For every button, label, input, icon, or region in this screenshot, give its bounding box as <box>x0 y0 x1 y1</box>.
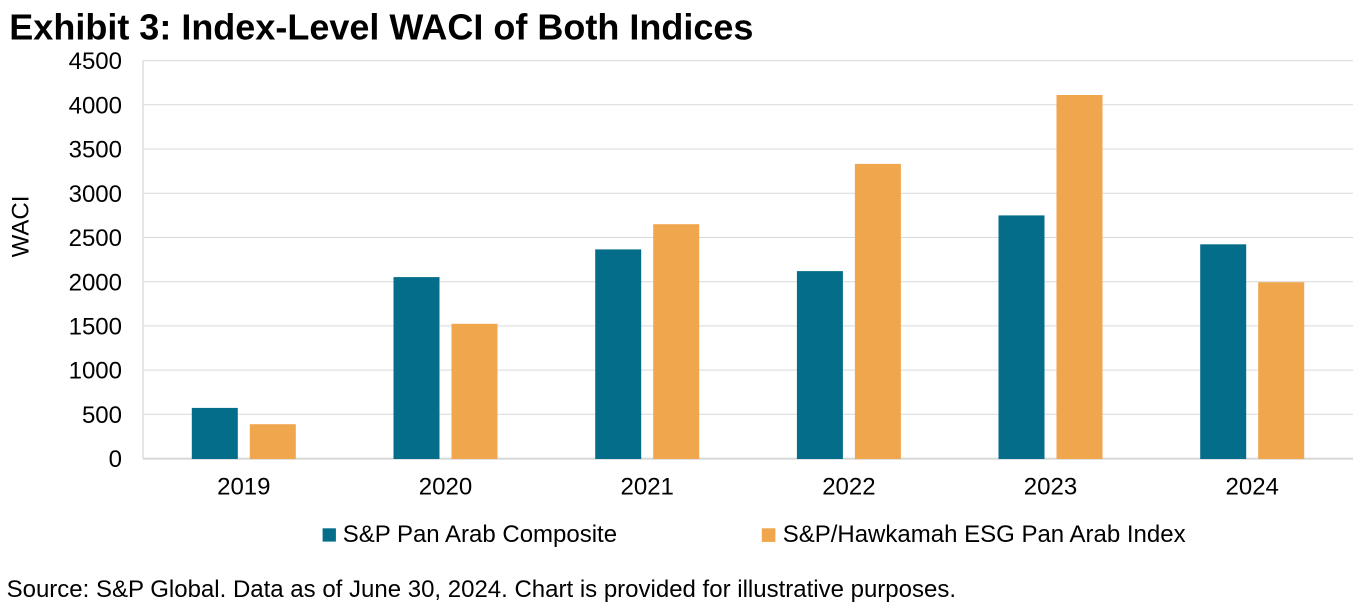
svg-text:3000: 3000 <box>69 181 122 208</box>
svg-text:1500: 1500 <box>69 314 122 341</box>
svg-text:2000: 2000 <box>69 269 122 296</box>
svg-text:2019: 2019 <box>217 474 270 501</box>
svg-text:2021: 2021 <box>621 474 674 501</box>
svg-text:0: 0 <box>109 446 122 473</box>
svg-text:1000: 1000 <box>69 358 122 385</box>
svg-text:2020: 2020 <box>419 474 472 501</box>
svg-text:2500: 2500 <box>69 225 122 252</box>
svg-text:3500: 3500 <box>69 137 122 164</box>
svg-text:WACI: WACI <box>8 196 35 258</box>
svg-text:Exhibit 3: Index-Level WACI of: Exhibit 3: Index-Level WACI of Both Indi… <box>9 7 753 48</box>
svg-text:S&P/Hawkamah ESG Pan Arab Inde: S&P/Hawkamah ESG Pan Arab Index <box>783 521 1186 548</box>
svg-text:2024: 2024 <box>1226 474 1279 501</box>
svg-text:4500: 4500 <box>69 48 122 75</box>
svg-text:2023: 2023 <box>1024 474 1077 501</box>
svg-text:2022: 2022 <box>822 474 875 501</box>
svg-text:S&P Pan Arab Composite: S&P Pan Arab Composite <box>343 521 617 548</box>
svg-text:4000: 4000 <box>69 92 122 119</box>
svg-text:Source: S&P Global. Data as of: Source: S&P Global. Data as of June 30, … <box>7 576 956 603</box>
svg-text:500: 500 <box>82 402 122 429</box>
